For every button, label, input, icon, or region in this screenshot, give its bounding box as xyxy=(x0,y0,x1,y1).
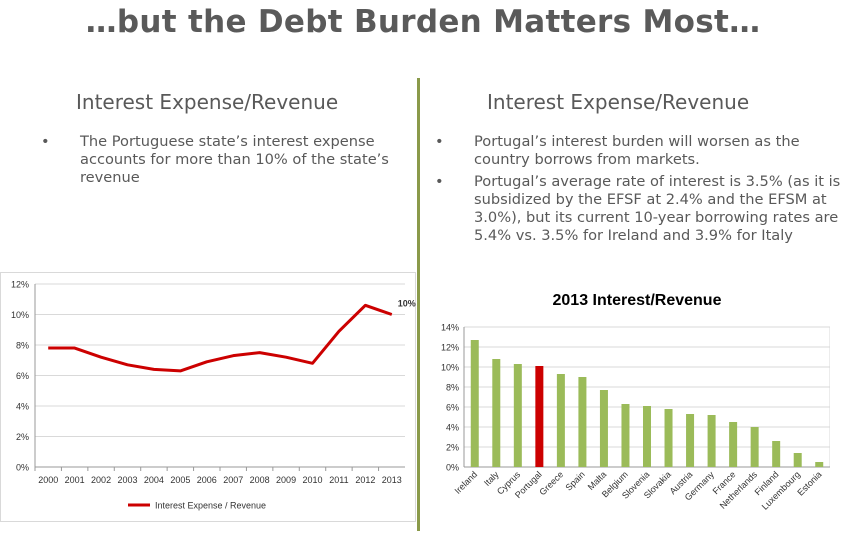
bar xyxy=(470,340,479,467)
line-chart: 0% 2% 4% 6% 8% 10% 12% 2000 2001 2002 2003 2004 2005… xyxy=(0,272,416,522)
x-tick-label: 2009 xyxy=(276,475,296,485)
left-heading: Interest Expense/Revenue xyxy=(76,90,339,114)
bullet-dot: • xyxy=(435,173,444,190)
x-tick-label: 2010 xyxy=(302,475,322,485)
bar xyxy=(513,364,522,467)
bar xyxy=(664,409,673,467)
bar xyxy=(729,422,738,467)
bullet-text: The Portuguese state’s interest expense … xyxy=(80,133,389,186)
x-tick-label: 2003 xyxy=(117,475,137,485)
bar xyxy=(815,462,824,467)
plot-right-edge xyxy=(829,327,830,467)
slide-title: …but the Debt Burden Matters Most… xyxy=(85,4,761,40)
x-tick-label: 2006 xyxy=(197,475,217,485)
legend-label: Interest Expense / Revenue xyxy=(155,501,266,511)
bullet-item: • The Portuguese state’s interest expense… xyxy=(38,133,408,187)
bar xyxy=(599,390,608,467)
bar xyxy=(556,374,565,467)
bar xyxy=(793,453,802,467)
x-tick-label: 2011 xyxy=(329,475,348,485)
y-tick-label: 0% xyxy=(446,463,459,473)
y-tick-label: 0% xyxy=(16,463,29,473)
bar xyxy=(707,415,716,467)
chart-title: 2013 Interest/Revenue xyxy=(553,292,722,309)
series-line xyxy=(48,303,393,373)
y-tick-label: 4% xyxy=(446,423,459,433)
x-tick-label: Greece xyxy=(537,469,565,497)
bullet-item: • Portugal’s interest burden will worsen … xyxy=(432,133,842,169)
right-bullets: • Portugal’s interest burden will worsen … xyxy=(432,133,842,249)
right-heading: Interest Expense/Revenue xyxy=(487,90,750,114)
y-tick-label: 10% xyxy=(11,310,29,320)
x-tick-label: 2008 xyxy=(250,475,270,485)
x-tick-label: 2002 xyxy=(91,475,111,485)
bar xyxy=(772,441,781,467)
x-tick-label: Spain xyxy=(563,469,586,492)
y-tick-label: 2% xyxy=(446,443,459,453)
bullet-dot: • xyxy=(435,133,444,150)
y-tick-label: 12% xyxy=(441,343,459,353)
bar xyxy=(492,359,501,467)
x-tick-label: Estonia xyxy=(795,469,823,497)
bar xyxy=(750,427,759,467)
bullet-dot: • xyxy=(41,133,50,150)
y-tick-label: 8% xyxy=(16,341,29,351)
x-tick-label: 2001 xyxy=(65,475,85,485)
bullet-text: Portugal’s interest burden will worsen a… xyxy=(474,133,800,168)
bar xyxy=(535,366,544,467)
bar xyxy=(621,404,630,467)
chart-frame xyxy=(0,272,416,522)
y-tick-label: 4% xyxy=(16,402,29,412)
bullet-text: Portugal’s average rate of interest is 3… xyxy=(474,173,841,244)
bullet-item: • Portugal’s average rate of interest is … xyxy=(432,173,842,245)
x-tick-label: 2005 xyxy=(170,475,190,485)
x-tick-label: Ireland xyxy=(453,469,480,496)
y-tick-label: 12% xyxy=(11,280,29,290)
data-label: 10% xyxy=(398,299,416,309)
y-tick-label: 6% xyxy=(16,371,29,381)
left-bullets: • The Portuguese state’s interest expense… xyxy=(38,133,408,191)
y-tick-label: 10% xyxy=(441,363,459,373)
x-tick-label: 2013 xyxy=(382,475,402,485)
bar xyxy=(578,377,587,467)
x-tick-label: 2004 xyxy=(144,475,164,485)
y-tick-label: 8% xyxy=(446,383,459,393)
y-tick-label: 14% xyxy=(441,323,459,333)
bar-chart: 2013 Interest/Revenue 0% 2% 4% 6% 8% 10% 12% 14%… xyxy=(441,292,830,512)
x-tick-label: 2012 xyxy=(355,475,375,485)
bar xyxy=(686,414,695,467)
x-tick-label: 2007 xyxy=(223,475,243,485)
bar xyxy=(643,406,651,467)
column-divider xyxy=(417,78,420,531)
y-tick-label: 6% xyxy=(446,403,459,413)
x-tick-label: 2000 xyxy=(38,475,58,485)
y-tick-label: 2% xyxy=(16,432,29,442)
